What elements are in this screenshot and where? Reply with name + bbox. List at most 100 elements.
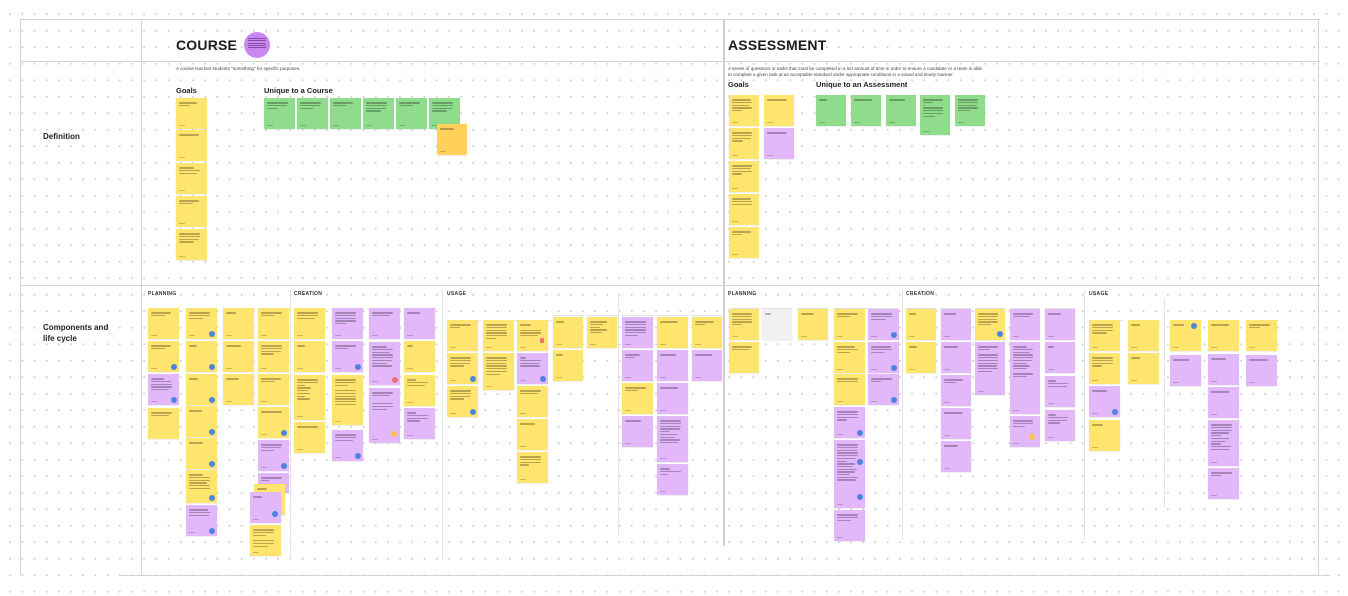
sticky-note[interactable] (148, 374, 179, 405)
sticky-note[interactable] (834, 374, 865, 405)
sticky-note[interactable] (447, 320, 478, 351)
sticky-note[interactable] (657, 317, 688, 348)
sticky-note[interactable] (186, 341, 217, 372)
sticky-note[interactable] (1170, 320, 1201, 351)
sticky-note[interactable] (483, 353, 514, 390)
sticky-note[interactable] (906, 342, 936, 373)
sticky-note[interactable] (975, 342, 1005, 395)
sticky-note[interactable] (816, 95, 846, 126)
sticky-note[interactable] (404, 408, 435, 439)
sticky-note[interactable] (176, 98, 207, 129)
sticky-note[interactable] (729, 128, 759, 159)
sticky-note[interactable] (330, 98, 361, 129)
sticky-note[interactable] (692, 350, 722, 381)
sticky-note[interactable] (941, 408, 971, 439)
sticky-note[interactable] (517, 386, 548, 417)
sticky-note[interactable] (834, 342, 865, 373)
sticky-note[interactable] (729, 342, 759, 373)
sticky-note[interactable] (258, 341, 289, 372)
sticky-note[interactable] (657, 350, 688, 381)
sticky-note[interactable] (294, 422, 325, 453)
sticky-note[interactable] (941, 375, 971, 406)
sticky-note[interactable] (729, 161, 759, 192)
sticky-note[interactable] (1010, 342, 1040, 414)
sticky-note[interactable] (186, 374, 217, 405)
sticky-note[interactable] (258, 440, 289, 471)
sticky-note[interactable] (941, 342, 971, 373)
sticky-note[interactable] (1208, 320, 1239, 351)
sticky-note[interactable] (657, 464, 688, 495)
sticky-note[interactable] (1089, 386, 1120, 417)
sticky-note[interactable] (729, 194, 759, 225)
sticky-note[interactable] (622, 383, 653, 414)
sticky-note[interactable] (1208, 354, 1239, 385)
sticky-note[interactable] (1128, 320, 1159, 351)
sticky-note[interactable] (834, 309, 865, 340)
sticky-note[interactable] (264, 98, 295, 129)
sticky-note[interactable] (294, 308, 325, 339)
sticky-note[interactable] (886, 95, 916, 126)
sticky-note[interactable] (553, 317, 583, 348)
sticky-note[interactable] (1246, 320, 1277, 351)
sticky-note[interactable] (258, 308, 289, 339)
sticky-note[interactable] (1170, 355, 1201, 386)
sticky-note[interactable] (148, 341, 179, 372)
sticky-note[interactable] (483, 320, 514, 351)
sticky-note[interactable] (223, 341, 254, 372)
sticky-note[interactable] (1089, 320, 1120, 351)
sticky-note[interactable] (1089, 420, 1120, 451)
sticky-note[interactable] (622, 350, 653, 381)
sticky-note[interactable] (332, 375, 363, 425)
sticky-note[interactable] (834, 407, 865, 438)
sticky-note[interactable] (517, 419, 548, 450)
sticky-note[interactable] (868, 374, 899, 405)
sticky-note[interactable] (332, 430, 363, 461)
sticky-note[interactable] (1010, 416, 1040, 447)
sticky-note[interactable] (186, 505, 217, 536)
sticky-note[interactable] (1045, 376, 1075, 407)
sticky-note[interactable] (834, 440, 865, 508)
sticky-note[interactable] (622, 416, 653, 447)
sticky-note[interactable] (1208, 387, 1239, 418)
sticky-note[interactable] (729, 227, 759, 258)
sticky-note[interactable] (369, 342, 400, 385)
sticky-note[interactable] (1010, 309, 1040, 340)
sticky-note[interactable] (1128, 353, 1159, 384)
sticky-note[interactable] (906, 309, 936, 340)
sticky-note[interactable] (186, 438, 217, 469)
sticky-note[interactable] (176, 163, 207, 194)
sticky-note[interactable] (369, 388, 400, 443)
sticky-note[interactable] (622, 317, 653, 348)
sticky-note[interactable] (176, 229, 207, 260)
sticky-note[interactable] (294, 375, 325, 420)
sticky-note[interactable] (657, 383, 688, 414)
course-comment-badge[interactable] (244, 32, 270, 58)
sticky-note[interactable] (223, 374, 254, 405)
sticky-note[interactable] (764, 128, 794, 159)
sticky-note[interactable] (851, 95, 881, 126)
sticky-note[interactable] (1045, 410, 1075, 441)
sticky-note[interactable] (186, 308, 217, 339)
sticky-note[interactable] (332, 308, 363, 339)
sticky-note[interactable] (186, 470, 217, 503)
sticky-note[interactable] (148, 408, 179, 439)
sticky-note[interactable] (517, 353, 548, 384)
sticky-note[interactable] (404, 308, 435, 339)
sticky-note[interactable] (404, 341, 435, 372)
sticky-note[interactable] (404, 375, 435, 406)
sticky-note[interactable] (1208, 468, 1239, 499)
sticky-note[interactable] (1089, 353, 1120, 384)
sticky-note[interactable] (729, 95, 759, 126)
sticky-note[interactable] (764, 95, 794, 126)
sticky-note[interactable] (868, 342, 899, 373)
sticky-note[interactable] (975, 309, 1005, 340)
sticky-note[interactable] (517, 452, 548, 483)
sticky-note[interactable] (223, 308, 254, 339)
sticky-note[interactable] (955, 95, 985, 126)
sticky-note[interactable] (587, 317, 617, 348)
sticky-note[interactable] (396, 98, 427, 129)
sticky-note[interactable] (941, 309, 971, 340)
sticky-note[interactable] (447, 386, 478, 417)
sticky-note[interactable] (1045, 309, 1075, 340)
sticky-note[interactable] (1208, 420, 1239, 466)
